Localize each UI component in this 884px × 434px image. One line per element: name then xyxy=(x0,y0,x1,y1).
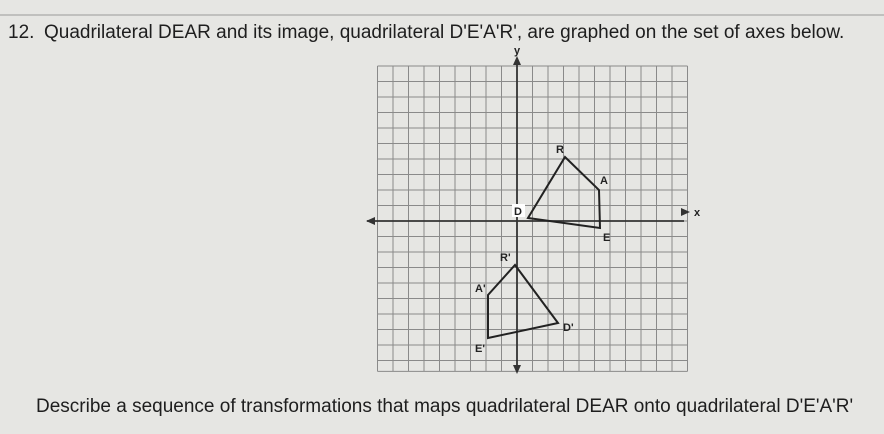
axis-label: x xyxy=(694,207,701,219)
question-number: 12. xyxy=(8,22,34,43)
vertex-label: R' xyxy=(500,252,511,264)
question-text: Quadrilateral DEAR and its image, quadri… xyxy=(44,22,844,43)
arrow xyxy=(513,56,521,65)
axis-label: y xyxy=(514,45,521,57)
vertex-label: D xyxy=(514,206,522,218)
vertex-label: E' xyxy=(475,343,485,355)
quadrilateral-image xyxy=(487,263,560,340)
vertex-label: R xyxy=(556,144,564,156)
grid xyxy=(377,65,688,372)
label-box xyxy=(512,204,525,217)
arrow xyxy=(513,365,521,374)
arrow xyxy=(681,208,690,216)
prompt: Describe a sequence of transformations t… xyxy=(36,396,853,417)
vertex-label: E xyxy=(603,232,610,244)
quadrilateral xyxy=(526,155,602,230)
vertex-label: A' xyxy=(475,283,486,295)
vertex-label: A xyxy=(600,175,608,187)
arrow xyxy=(366,217,375,225)
vertex-label: D' xyxy=(563,322,574,334)
